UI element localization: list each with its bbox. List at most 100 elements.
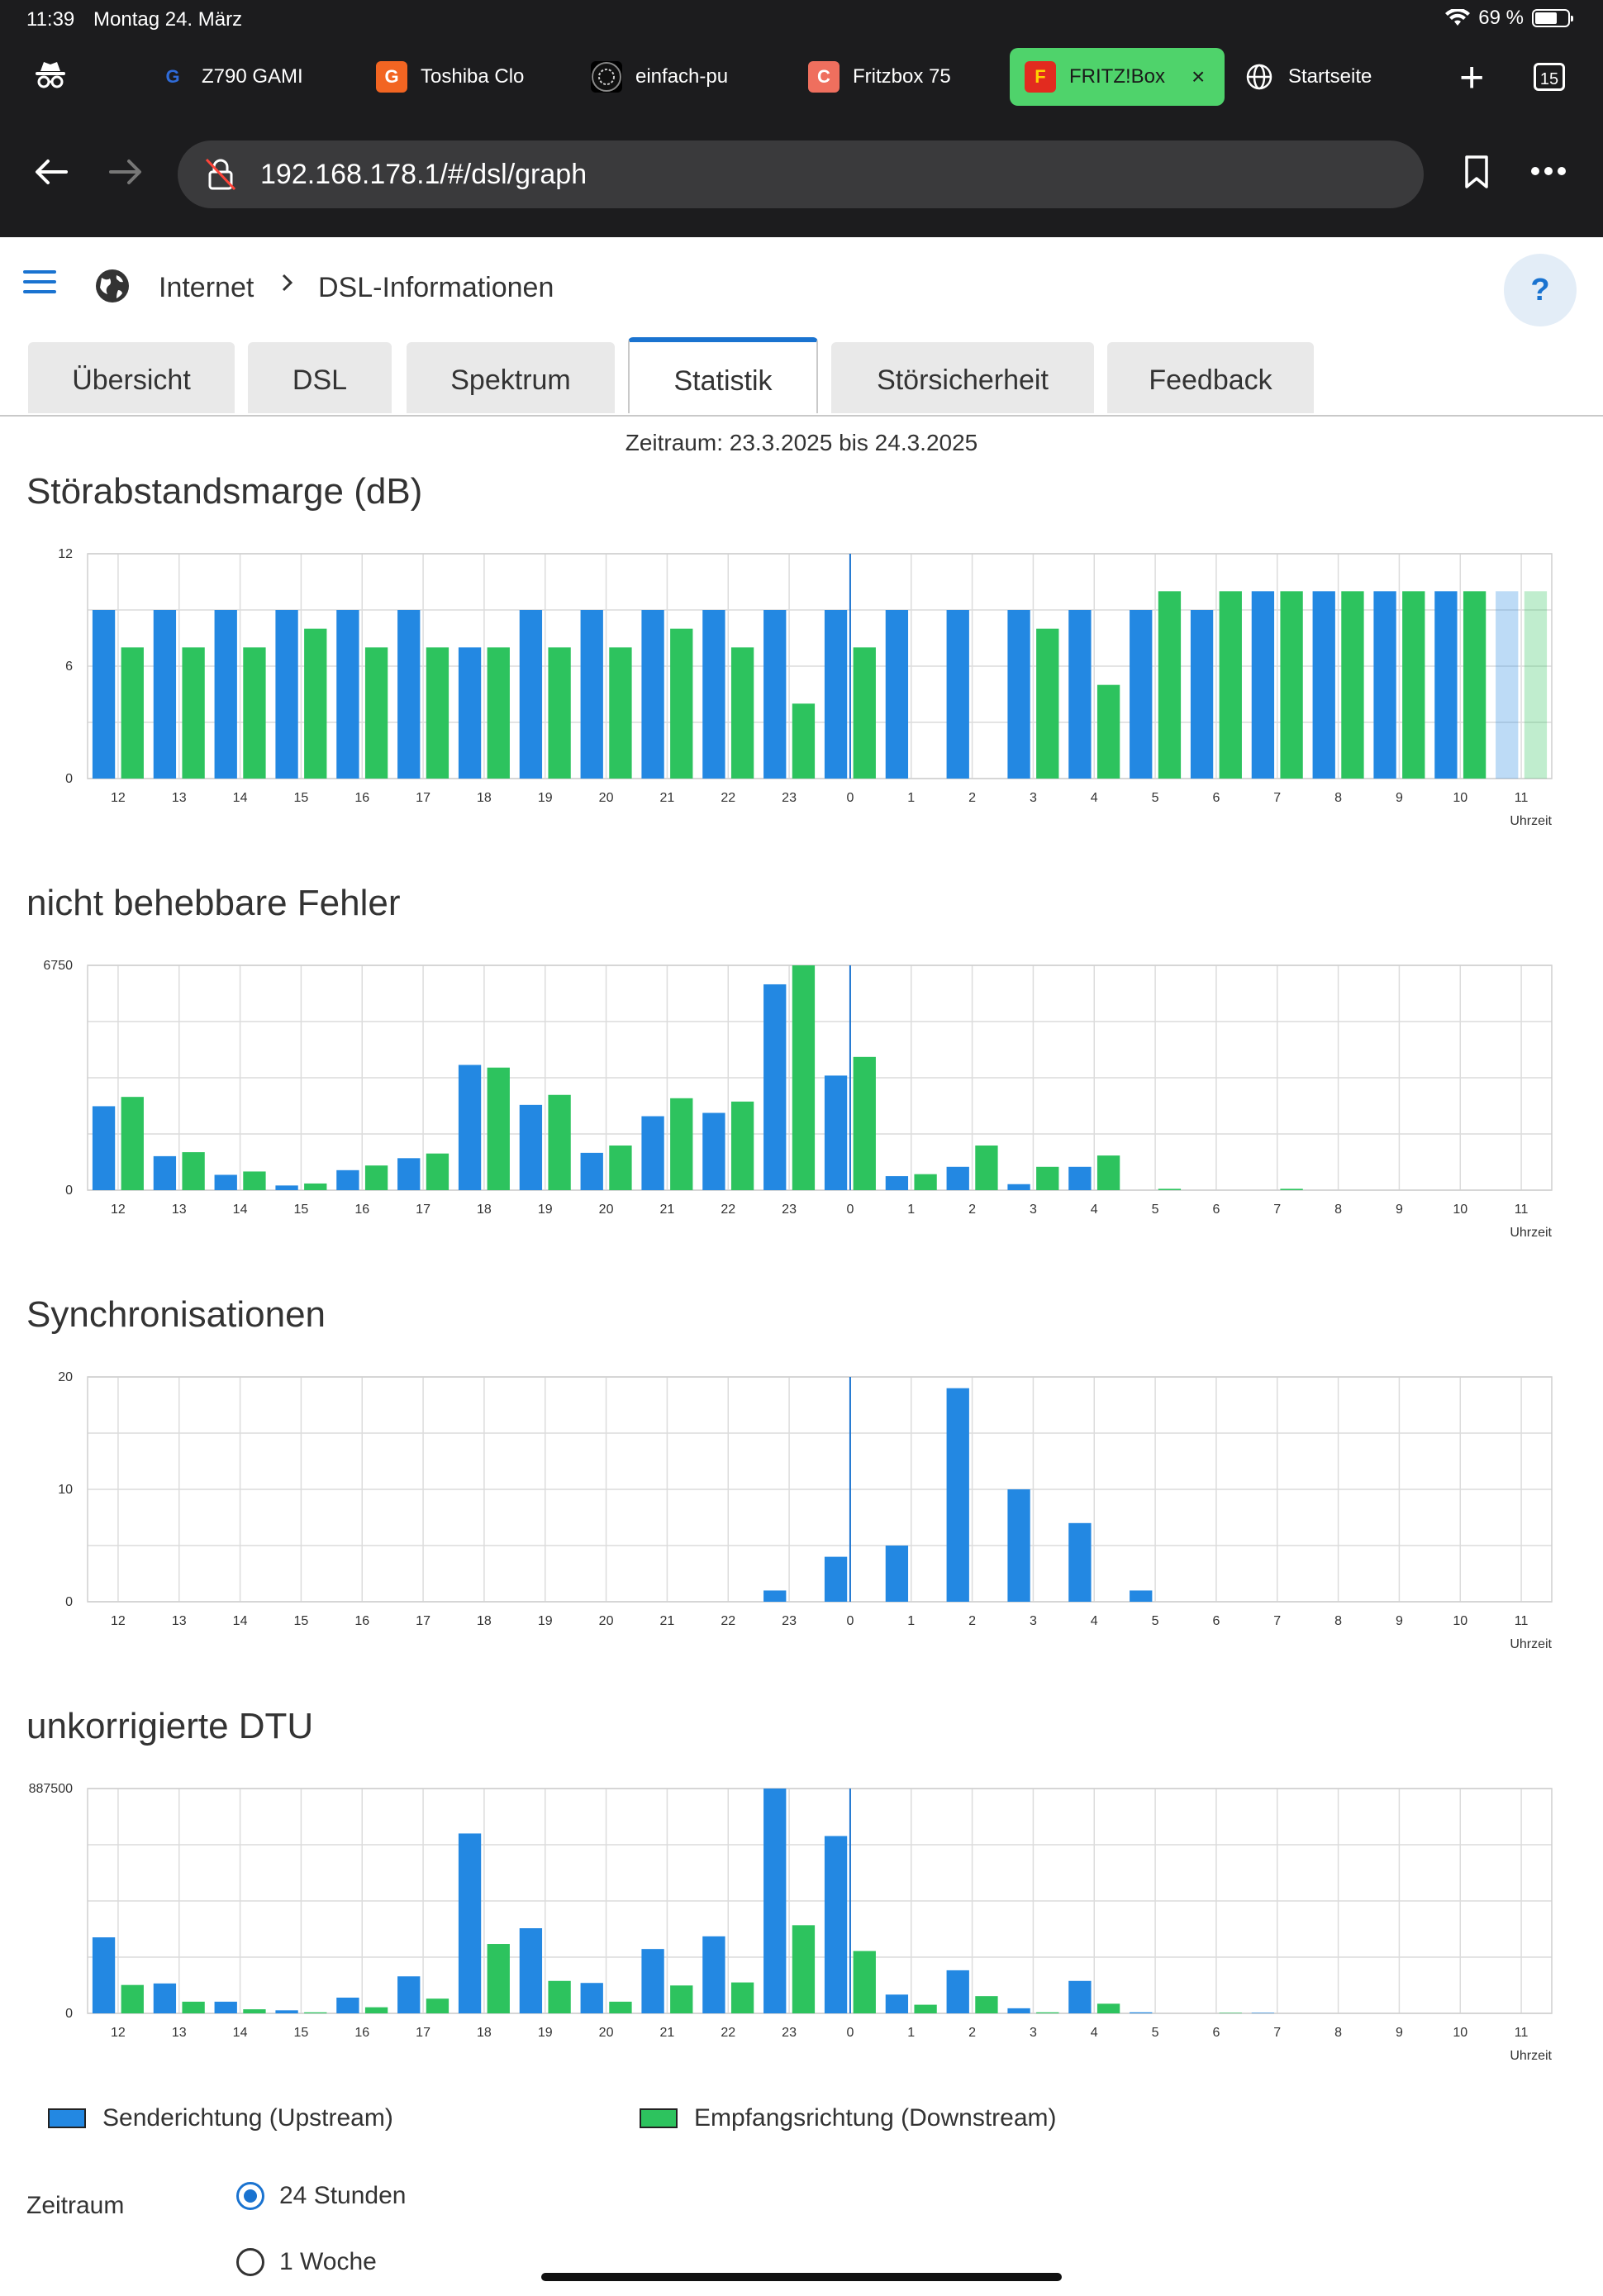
tab-stoersicherheit[interactable]: Störsicherheit xyxy=(831,342,1094,413)
help-button[interactable]: ? xyxy=(1504,254,1577,326)
bar-downstream xyxy=(1158,591,1182,779)
bar-upstream xyxy=(1068,610,1092,779)
bar-upstream xyxy=(1496,591,1519,779)
globe-icon xyxy=(96,269,129,302)
bar-upstream xyxy=(92,610,116,779)
browser-tab-label: Fritzbox 75 xyxy=(853,65,951,88)
bar-downstream xyxy=(914,1174,937,1190)
y-tick-label: 10 xyxy=(58,1483,73,1497)
x-tick-label: 6 xyxy=(1212,1203,1220,1217)
browser-tab-2[interactable]: einfach-pu xyxy=(591,48,728,106)
period-option-24h[interactable]: 24 Stunden xyxy=(236,2182,406,2210)
period-option-week[interactable]: 1 Woche xyxy=(236,2248,377,2276)
incognito-icon[interactable] xyxy=(31,60,69,96)
x-tick-label: 3 xyxy=(1030,2026,1037,2040)
legend-downstream: Empfangsrichtung (Downstream) xyxy=(640,2104,1057,2132)
bar-upstream xyxy=(519,610,543,779)
bar-downstream xyxy=(304,628,327,779)
bar-downstream xyxy=(1096,2003,1120,2013)
browser-tab-3[interactable]: C Fritzbox 75 xyxy=(808,48,951,106)
x-tick-label: 15 xyxy=(294,2026,309,2040)
bar-downstream xyxy=(670,1098,693,1190)
tab-count-button[interactable]: 15 xyxy=(1534,63,1565,91)
bar-downstream xyxy=(426,1153,450,1190)
bar-downstream xyxy=(609,1146,632,1190)
x-tick-label: 0 xyxy=(846,2026,854,2040)
more-options-button[interactable] xyxy=(1530,155,1567,183)
radio-selected-icon[interactable] xyxy=(236,2182,264,2210)
bar-upstream xyxy=(641,1949,664,2013)
bar-upstream xyxy=(885,610,909,779)
bar-downstream xyxy=(121,647,144,779)
x-tick-label: 8 xyxy=(1334,1614,1342,1628)
x-tick-label: 7 xyxy=(1273,1203,1281,1217)
browser-tab-0[interactable]: G Z790 GAMI xyxy=(157,48,303,106)
bar-downstream xyxy=(1036,628,1059,779)
bar-downstream xyxy=(1280,1188,1303,1190)
x-tick-label: 14 xyxy=(233,1614,248,1628)
x-tick-label: 4 xyxy=(1091,2026,1098,2040)
home-indicator xyxy=(541,2273,1062,2281)
x-tick-label: 1 xyxy=(907,1614,915,1628)
tab-spektrum[interactable]: Spektrum xyxy=(407,342,615,413)
c-letter-icon: C xyxy=(808,61,840,93)
x-tick-label: 5 xyxy=(1152,1203,1159,1217)
x-tick-label: 12 xyxy=(111,2026,126,2040)
bar-upstream xyxy=(702,610,725,779)
x-tick-label: 23 xyxy=(782,791,797,805)
bar-upstream xyxy=(1007,1184,1030,1190)
bar-downstream xyxy=(730,1982,754,2013)
breadcrumb-internet[interactable]: Internet xyxy=(159,272,254,303)
bar-upstream xyxy=(824,610,848,779)
bookmark-button[interactable] xyxy=(1463,154,1491,194)
x-tick-label: 22 xyxy=(721,791,735,805)
bar-downstream xyxy=(364,1165,388,1190)
x-tick-label: 8 xyxy=(1334,791,1342,805)
x-tick-label: 0 xyxy=(846,1614,854,1628)
new-tab-button[interactable]: + xyxy=(1459,54,1485,102)
bar-upstream xyxy=(458,1065,482,1190)
tab-uebersicht[interactable]: Übersicht xyxy=(28,342,235,413)
browser-chrome: 11:39 Montag 24. März 69 % G Z790 GAMI G To… xyxy=(0,0,1603,237)
back-button[interactable] xyxy=(33,149,69,198)
period-option-week-label: 1 Woche xyxy=(279,2248,377,2275)
forward-button[interactable] xyxy=(107,149,144,198)
close-tab-icon[interactable]: × xyxy=(1192,64,1206,89)
plot-frame xyxy=(87,1788,1553,2014)
plot-frame xyxy=(87,965,1553,1191)
browser-tab-5[interactable]: Startseite xyxy=(1244,48,1372,106)
bar-downstream xyxy=(853,1056,876,1190)
x-tick-label: 3 xyxy=(1030,1203,1037,1217)
bar-upstream xyxy=(1312,591,1335,779)
wifi-icon xyxy=(1445,9,1471,26)
bar-downstream xyxy=(548,1980,571,2013)
x-tick-label: 5 xyxy=(1152,2026,1159,2040)
radio-unselected-icon[interactable] xyxy=(236,2248,264,2276)
bar-upstream xyxy=(580,610,603,779)
bar-upstream xyxy=(580,1983,603,2013)
bar-downstream xyxy=(1524,591,1548,779)
browser-tab-1[interactable]: G Toshiba Clo xyxy=(376,48,524,106)
x-tick-label: 21 xyxy=(660,1203,675,1217)
tab-dsl[interactable]: DSL xyxy=(248,342,392,413)
browser-tab-4[interactable]: F FRITZ!Box × xyxy=(1010,48,1225,106)
arrow-left-icon xyxy=(36,160,68,184)
menu-icon[interactable] xyxy=(23,270,56,300)
x-tick-label: 9 xyxy=(1396,791,1403,805)
tab-feedback[interactable]: Feedback xyxy=(1107,342,1314,413)
bar-downstream xyxy=(304,1183,327,1190)
bar-upstream xyxy=(1068,1166,1092,1190)
period-label: Zeitraum xyxy=(26,2192,125,2219)
tab-statistik[interactable]: Statistik xyxy=(628,337,818,413)
x-tick-label: 10 xyxy=(1453,1614,1467,1628)
bar-upstream xyxy=(1190,610,1214,779)
bar-downstream xyxy=(243,647,266,779)
x-tick-label: 12 xyxy=(111,1203,126,1217)
address-bar[interactable]: 192.168.178.1/#/dsl/graph xyxy=(178,141,1424,208)
url-text: 192.168.178.1/#/dsl/graph xyxy=(260,159,587,190)
battery-icon xyxy=(1532,9,1573,27)
x-tick-label: 4 xyxy=(1091,791,1098,805)
bar-downstream xyxy=(853,1951,876,2013)
bar-downstream xyxy=(792,703,816,779)
x-tick-label: 22 xyxy=(721,2026,735,2040)
